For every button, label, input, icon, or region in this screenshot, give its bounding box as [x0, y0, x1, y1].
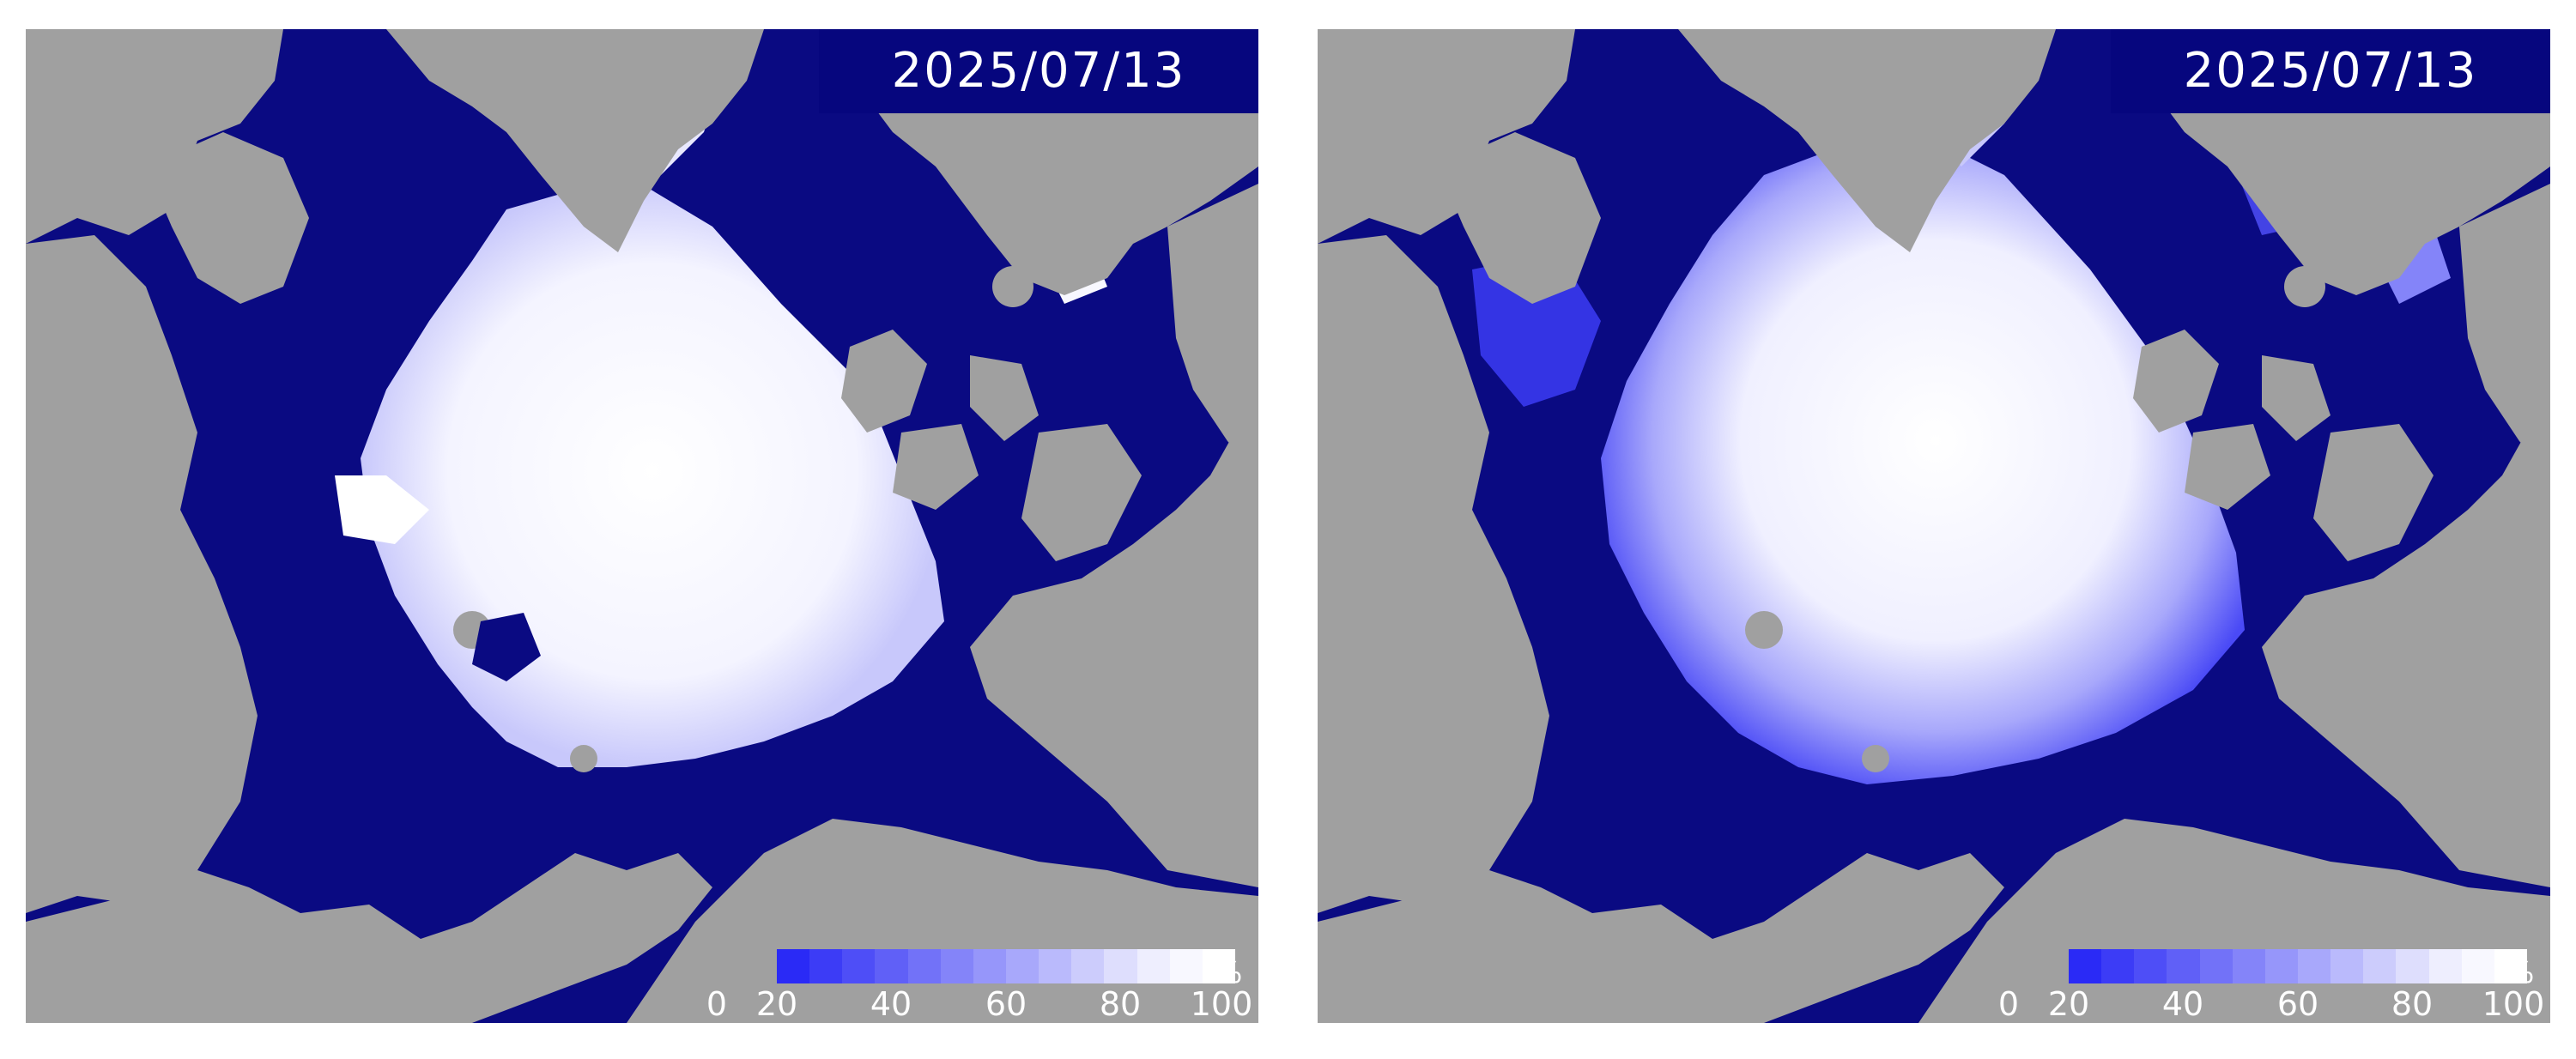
legend-tick-0: 0 [1997, 985, 2020, 1023]
sea-ice-map-left: 2025/07/13 % 0 20 40 60 80 100 [26, 29, 1258, 1023]
sea-ice-map-right: 2025/07/13 % 0 20 40 60 80 100 [1318, 29, 2550, 1023]
color-legend: % 0 20 40 60 80 100 [1998, 941, 2544, 1023]
map-canvas-left [26, 29, 1258, 1023]
legend-swatch [2134, 949, 2167, 983]
legend-tick-100: 100 [1190, 985, 1253, 1023]
legend-swatch [2494, 949, 2527, 983]
legend-tick-40: 40 [870, 985, 912, 1023]
legend-color-bar [777, 949, 1235, 983]
legend-color-bar [2069, 949, 2527, 983]
map-canvas-right [1318, 29, 2550, 1023]
legend-swatch [1039, 949, 1072, 983]
legend-swatch [2461, 949, 2494, 983]
legend-tick-40: 40 [2161, 985, 2204, 1023]
legend-swatch [1169, 949, 1203, 983]
legend-swatch [2396, 949, 2429, 983]
legend-swatch [1005, 949, 1039, 983]
legend-swatch [2264, 949, 2298, 983]
legend-tick-0: 0 [706, 985, 728, 1023]
legend-swatch [2428, 949, 2462, 983]
legend-swatch [2069, 949, 2102, 983]
legend-swatch [907, 949, 941, 983]
legend-unit: % [1215, 956, 1243, 990]
legend-swatch [842, 949, 876, 983]
legend-swatch [2363, 949, 2397, 983]
legend-swatch [2199, 949, 2233, 983]
legend-swatch [1136, 949, 1170, 983]
color-legend: % 0 20 40 60 80 100 [706, 941, 1252, 1023]
legend-swatch [1071, 949, 1105, 983]
date-label: 2025/07/13 [2111, 29, 2550, 113]
legend-tick-20: 20 [755, 985, 798, 1023]
date-label: 2025/07/13 [819, 29, 1258, 113]
legend-swatch [2232, 949, 2265, 983]
legend-tick-80: 80 [2391, 985, 2434, 1023]
legend-swatch [940, 949, 973, 983]
legend-tick-60: 60 [2276, 985, 2319, 1023]
legend-swatch [2331, 949, 2364, 983]
legend-tick-80: 80 [1099, 985, 1142, 1023]
legend-swatch [1104, 949, 1137, 983]
legend-swatch [1202, 949, 1235, 983]
legend-swatch [2167, 949, 2200, 983]
legend-tick-20: 20 [2047, 985, 2090, 1023]
legend-swatch [2297, 949, 2331, 983]
legend-swatch [777, 949, 810, 983]
legend-swatch [875, 949, 908, 983]
legend-tick-100: 100 [2482, 985, 2545, 1023]
legend-unit: % [2506, 956, 2535, 990]
legend-swatch [809, 949, 843, 983]
legend-swatch [2101, 949, 2135, 983]
legend-tick-60: 60 [985, 985, 1027, 1023]
legend-swatch [973, 949, 1006, 983]
